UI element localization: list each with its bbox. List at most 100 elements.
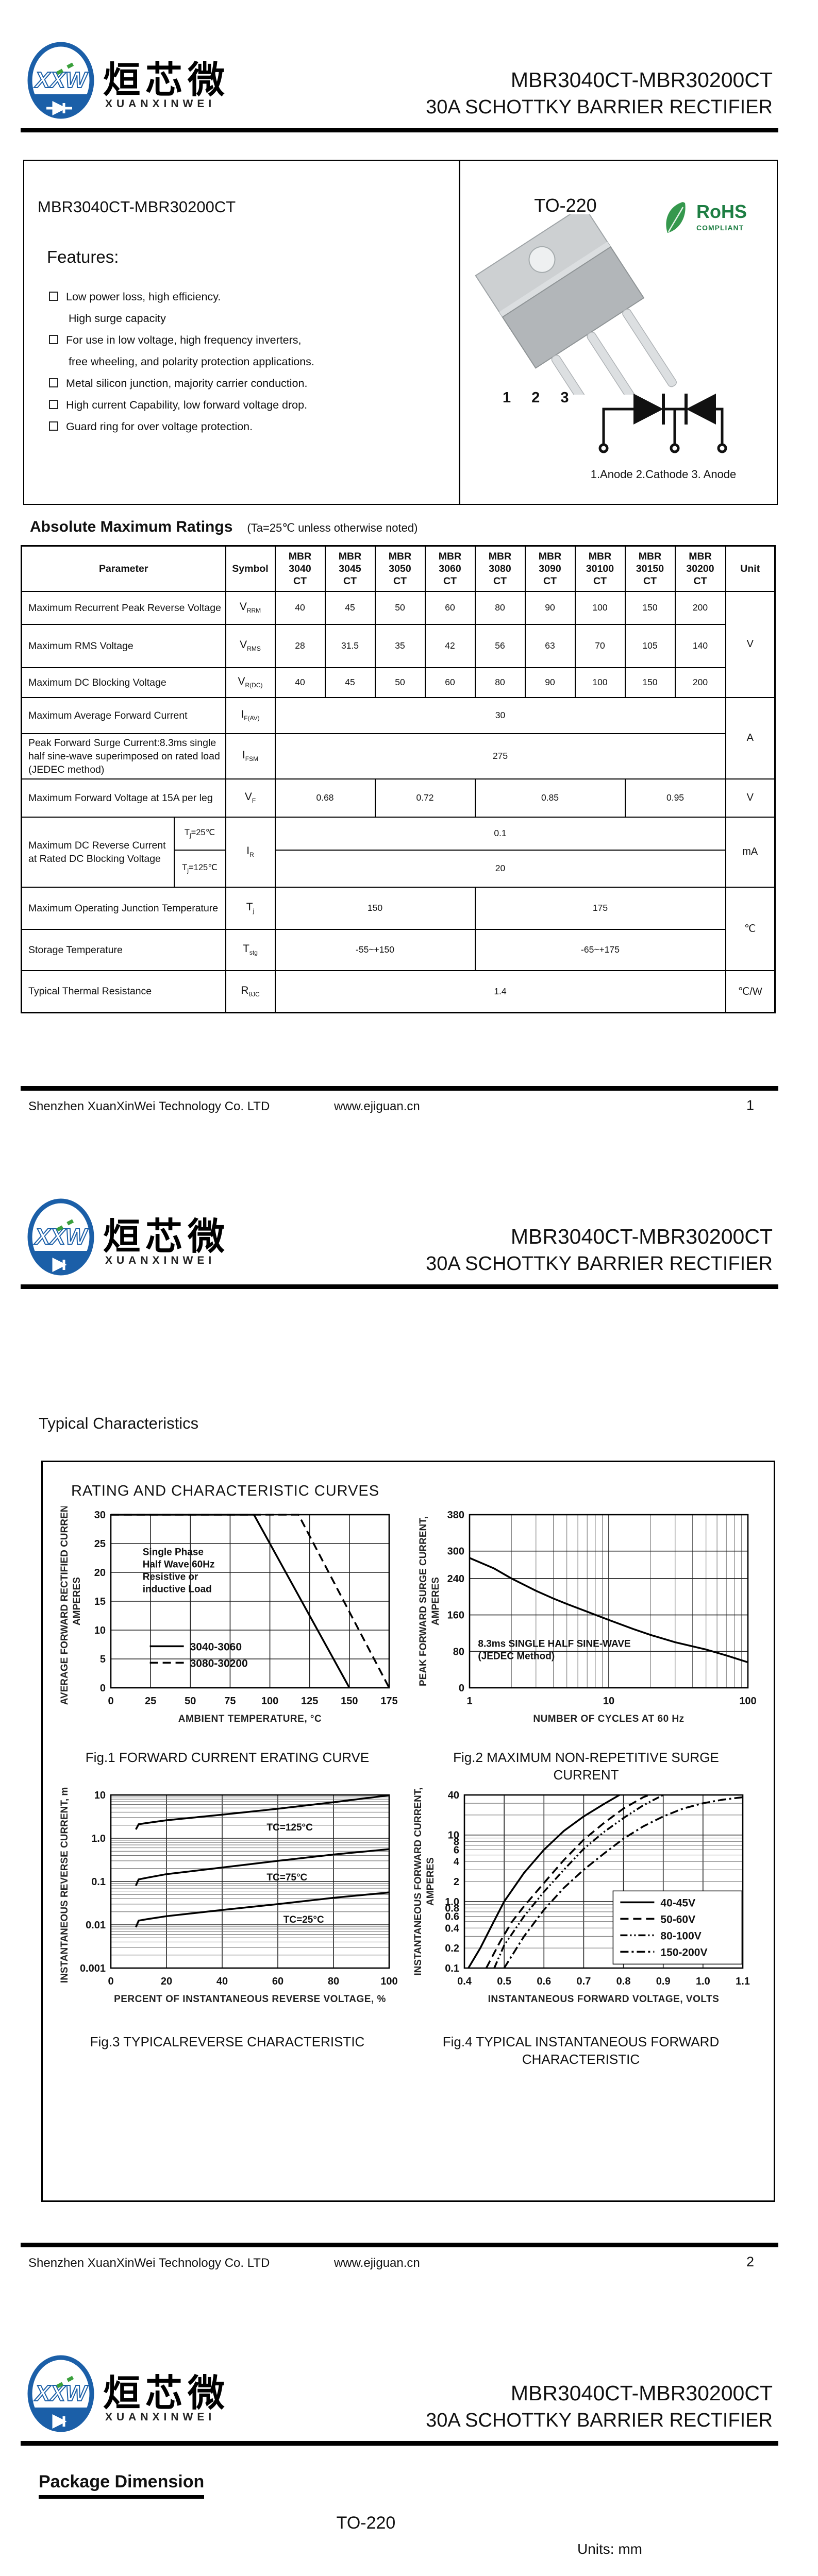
ratings-col-header: Parameter xyxy=(21,545,226,592)
ratings-heading-text: Absolute Maximum Ratings xyxy=(30,518,233,535)
x-tick-label: 100 xyxy=(380,1976,397,1987)
ratings-table: Parameter Symbol MBR 3040 CT MBR 3045 CT MBR 3050… xyxy=(21,545,776,1013)
x-tick-label: 50 xyxy=(185,1696,196,1707)
legend-label: 50-60V xyxy=(660,1913,695,1925)
ratings-cell: 20 xyxy=(274,849,726,888)
ratings-cell: 150 xyxy=(624,590,676,625)
pin-caption: 1.Anode 2.Cathode 3. Anode xyxy=(590,468,737,481)
brand-logo: XXW 烜芯微 XUANXINWEI xyxy=(27,2353,419,2441)
page-number: 2 xyxy=(746,2254,755,2269)
ratings-cell: 0.68 xyxy=(274,778,376,818)
feature-item: Low power loss, high efficiency. xyxy=(49,291,221,303)
diode-schematic xyxy=(598,394,727,453)
footer-website: www.ejiguan.cn xyxy=(334,1099,420,1113)
ratings-cell: Maximum DC Reverse Current at Rated DC B… xyxy=(21,816,175,888)
ratings-cell: Maximum DC Blocking Voltage xyxy=(21,667,226,698)
feature-text: Low power loss, high efficiency. xyxy=(66,291,221,303)
ratings-col-header: MBR 30100 CT xyxy=(574,545,626,592)
header-rule xyxy=(21,128,778,132)
doc-title-line1: MBR3040CT-MBR30200CT xyxy=(510,2381,773,2405)
x-tick-label: 100 xyxy=(739,1696,756,1707)
header-rule xyxy=(21,1284,778,1289)
y-tick-label: 15 xyxy=(94,1596,106,1607)
rohs-compliant-text: COMPLIANT xyxy=(696,224,744,232)
page-1: XXW 烜芯微 XUANXINWEI MBR3040CT-MBR30200CT … xyxy=(0,0,818,1157)
plot-border xyxy=(110,1514,390,1689)
logo-icon: XXW xyxy=(27,1198,94,1276)
series-40-45V xyxy=(468,1794,620,1969)
to220-package-image xyxy=(475,214,677,395)
x-tick-label: 0.9 xyxy=(656,1976,671,1987)
ratings-cell: 40 xyxy=(274,667,326,698)
ratings-cell: 105 xyxy=(624,623,676,668)
doc-title-line1: MBR3040CT-MBR30200CT xyxy=(510,68,773,92)
ratings-cell: RθJC xyxy=(225,970,276,1013)
y-tick-label: 6 xyxy=(454,1844,459,1856)
y-axis-label: PEAK FORWARD SURGE CURRENT, xyxy=(418,1516,429,1686)
y-tick-label: 0.2 xyxy=(445,1943,459,1954)
x-tick-label: 0.4 xyxy=(457,1976,472,1987)
annotation: TC=75°C xyxy=(266,1872,307,1883)
ratings-cell: 100 xyxy=(574,590,626,625)
page-3: XXW 烜芯微 XUANXINWEI MBR3040CT-MBR30200CT … xyxy=(0,2313,818,2576)
ratings-col-header: MBR 3050 CT xyxy=(374,545,426,592)
plot-border xyxy=(110,1794,390,1969)
units-label: Units: mm xyxy=(577,2541,642,2557)
brand-english-name: XUANXINWEI xyxy=(105,98,216,110)
x-tick-label: 175 xyxy=(380,1696,397,1707)
features-title: Features: xyxy=(47,247,119,266)
y-tick-label: 20 xyxy=(94,1567,106,1579)
series-surge xyxy=(469,1557,748,1664)
y-tick-label: 40 xyxy=(448,1790,459,1801)
y-axis-label: AMPERES xyxy=(430,1577,441,1625)
logo-icon: XXW xyxy=(27,42,94,119)
footer-company: Shenzhen XuanXinWei Technology Co. LTD xyxy=(28,1099,270,1113)
x-tick-label: 60 xyxy=(272,1976,283,1987)
fig3-title: Fig.3 TYPICALREVERSE CHARACTERISTIC xyxy=(90,2034,365,2049)
ratings-cell: IF(AV) xyxy=(225,697,276,734)
ratings-cell: 30 xyxy=(274,697,726,734)
ratings-cell: Maximum Recurrent Peak Reverse Voltage xyxy=(21,590,226,625)
x-tick-label: 25 xyxy=(145,1696,156,1707)
rohs-leaf-icon xyxy=(666,202,686,233)
ratings-col-header: MBR 30150 CT xyxy=(624,545,676,592)
logo-xxw-text: XXW xyxy=(34,1224,89,1249)
feature-text: High surge capacity xyxy=(69,312,166,325)
ratings-cell: 40 xyxy=(274,590,326,625)
y-tick-label: 160 xyxy=(447,1610,464,1621)
x-tick-label: 0.7 xyxy=(577,1976,591,1987)
ratings-cell: Tj=25℃ xyxy=(173,816,226,851)
y-tick-label: 80 xyxy=(453,1646,464,1657)
plot-border xyxy=(469,1514,749,1689)
ratings-cell: Maximum Forward Voltage at 15A per leg xyxy=(21,778,226,818)
y-tick-label: 10 xyxy=(448,1830,459,1841)
rohs-text: RoHS xyxy=(696,201,747,222)
ratings-cell: Tstg xyxy=(225,928,276,971)
brand-english-name: XUANXINWEI xyxy=(105,2411,216,2423)
product-box: MBR3040CT-MBR30200CT Features: Low power… xyxy=(23,160,778,505)
doc-title-line2: 30A SCHOTTKY BARRIER RECTIFIER xyxy=(426,1253,773,1275)
ratings-cell: 90 xyxy=(524,590,576,625)
feature-text: Guard ring for over voltage protection. xyxy=(66,420,253,433)
ratings-cell: 63 xyxy=(524,623,576,668)
chart-fig2: 1 10 100 0 80 160 240 300 380 NUMBER OF CYCLES AT… xyxy=(418,1510,757,1724)
section-title: Typical Characteristics xyxy=(39,1414,199,1432)
ratings-cell: 0.72 xyxy=(374,778,476,818)
annotation: Single Phase xyxy=(143,1547,204,1557)
ratings-cell: 45 xyxy=(324,590,376,625)
logo-icon: XXW xyxy=(27,2355,94,2432)
y-tick-label: 240 xyxy=(447,1573,464,1585)
ratings-cell: 31.5 xyxy=(324,623,376,668)
doc-title: MBR3040CT-MBR30200CT 30A SCHOTTKY BARRIE… xyxy=(426,1223,773,1277)
pin-numbers: 1 2 3 xyxy=(503,389,577,406)
checkbox-icon xyxy=(49,421,58,431)
doc-title-line2: 30A SCHOTTKY BARRIER RECTIFIER xyxy=(426,2410,773,2431)
ratings-col-header: Unit xyxy=(725,545,776,592)
brand-logo: XXW 烜芯微 XUANXINWEI xyxy=(27,1197,419,1284)
x-tick-label: 0 xyxy=(108,1976,113,1987)
page-number: 1 xyxy=(746,1097,755,1113)
ratings-cell: VF xyxy=(225,778,276,818)
ratings-cell: Typical Thermal Resistance xyxy=(21,970,226,1013)
